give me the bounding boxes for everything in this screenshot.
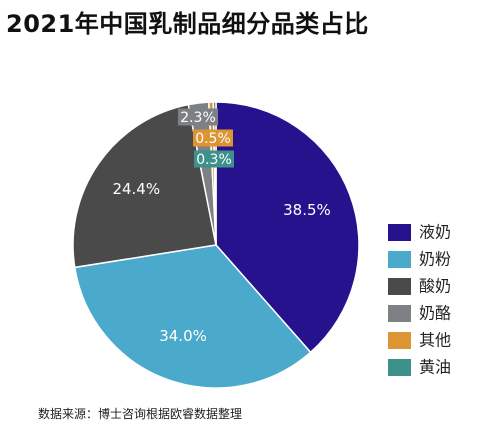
legend-label-5: 其他 bbox=[419, 331, 451, 350]
legend-swatch-1 bbox=[388, 224, 411, 241]
source-note: 数据来源：博士咨询根据欧睿数据整理 bbox=[38, 407, 243, 421]
legend-swatch-2 bbox=[388, 251, 411, 268]
slice-label-bg-4 bbox=[178, 108, 218, 126]
legend-label-1: 液奶 bbox=[419, 223, 451, 242]
slice-label-3: 24.4% bbox=[112, 180, 160, 198]
slice-label-6: 0.3% bbox=[196, 152, 232, 168]
chart-title: 2021年中国乳制品细分品类占比 bbox=[6, 10, 369, 38]
legend-swatch-5 bbox=[388, 332, 411, 349]
legend-label-6: 黄油 bbox=[419, 358, 451, 377]
slice-label-1: 38.5% bbox=[283, 201, 331, 219]
slice-label-bg-5 bbox=[193, 129, 233, 147]
legend-label-4: 奶酪 bbox=[419, 304, 451, 323]
pie-slice-1 bbox=[215, 101, 360, 354]
slice-label-4: 2.3% bbox=[180, 110, 216, 126]
legend-label-3: 酸奶 bbox=[419, 277, 451, 296]
pie-slice-3 bbox=[72, 103, 217, 269]
legend-swatch-3 bbox=[388, 278, 411, 295]
slice-label-2: 34.0% bbox=[159, 327, 207, 345]
legend-swatch-4 bbox=[388, 305, 411, 322]
slice-label-5: 0.5% bbox=[195, 131, 231, 147]
slice-label-bg-6 bbox=[194, 150, 234, 168]
legend-swatch-6 bbox=[388, 359, 411, 376]
legend-label-2: 奶粉 bbox=[419, 250, 451, 269]
pie-slice-2 bbox=[73, 244, 312, 389]
